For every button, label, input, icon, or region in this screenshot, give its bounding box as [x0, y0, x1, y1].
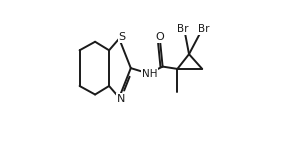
Text: S: S — [118, 32, 126, 42]
Text: NH: NH — [142, 69, 157, 79]
Text: O: O — [156, 32, 164, 42]
Text: Br: Br — [198, 24, 210, 34]
Text: N: N — [117, 94, 125, 104]
Text: Br: Br — [177, 24, 188, 34]
